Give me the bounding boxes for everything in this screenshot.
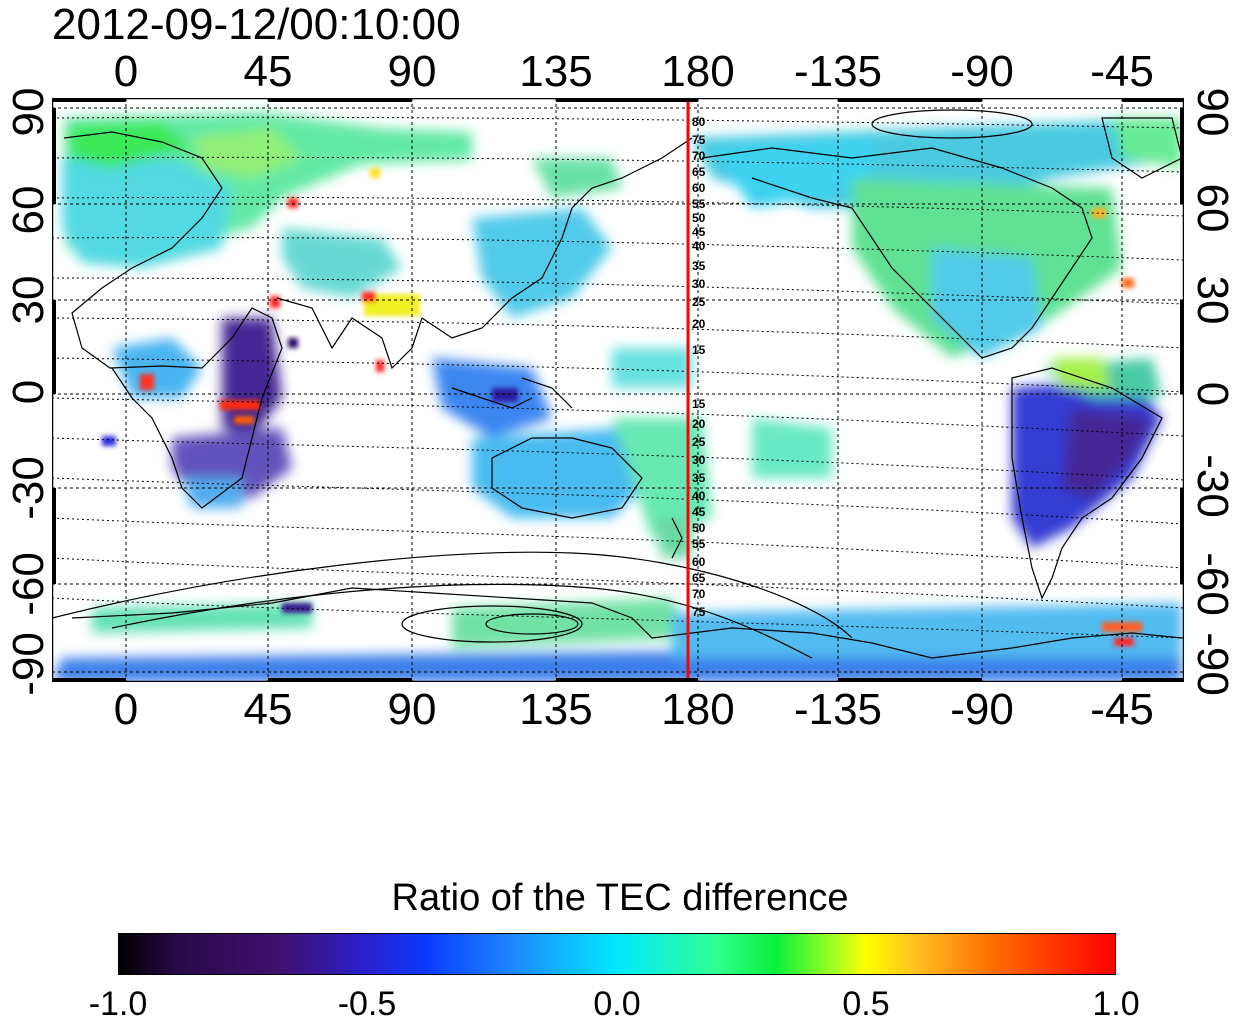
mlat-label: 40: [692, 489, 706, 503]
lon-tick-top: -135: [793, 47, 883, 96]
lon-tick-top: 45: [243, 47, 293, 96]
mlat-label: 20: [692, 417, 706, 431]
mlat-label: 75: [692, 605, 706, 619]
colorbar-tick: 1.0: [1092, 985, 1140, 1023]
mlat-label: 35: [692, 471, 706, 485]
tec-data-layer: [52, 112, 1182, 682]
colorbar-title: Ratio of the TEC difference: [391, 877, 849, 919]
lat-tick-left: -90: [4, 632, 53, 696]
lat-tick-right: 0: [1188, 381, 1237, 407]
mlat-label: 15: [692, 397, 706, 411]
mlat-label: 35: [692, 259, 706, 273]
lon-tick-bottom: -135: [793, 685, 883, 734]
lon-tick-top: 0: [113, 47, 139, 96]
lat-tick-right: -90: [1188, 632, 1237, 696]
lon-tick-bottom: -90: [950, 685, 1014, 734]
mlat-label: 45: [692, 505, 706, 519]
mlat-label: 55: [692, 537, 706, 551]
lat-tick-left: -60: [4, 552, 53, 616]
colorbar-tick: 0.5: [842, 985, 890, 1023]
mlat-label: 50: [692, 521, 706, 535]
mlat-label: 50: [692, 211, 706, 225]
lat-tick-right: 60: [1188, 183, 1237, 233]
mlat-label: 65: [692, 165, 706, 179]
mlat-label: 30: [692, 453, 706, 467]
mlat-label: 20: [692, 317, 706, 331]
lon-tick-bottom: 90: [387, 685, 437, 734]
lon-tick-top: 180: [661, 47, 735, 96]
mlat-label: 45: [692, 225, 706, 239]
colorbar: [118, 933, 1116, 975]
mlat-labels-north: 80 75 70 65 60 55 50 45 40 35 30 25 20 1…: [692, 115, 706, 357]
lat-tick-right: 30: [1188, 275, 1237, 325]
mlat-label: 55: [692, 197, 706, 211]
lon-tick-bottom: 0: [113, 685, 139, 734]
map-frame: [52, 98, 1184, 682]
mlat-label: 40: [692, 239, 706, 253]
lat-tick-left: 60: [4, 185, 53, 235]
mlat-label: 80: [692, 115, 706, 129]
mlat-label: 70: [692, 587, 706, 601]
mlat-label: 25: [692, 435, 706, 449]
coastlines: [52, 109, 1183, 659]
lat-tick-left: 0: [4, 379, 53, 405]
mlat-label: 70: [692, 149, 706, 163]
magnetic-latitude-contours: [52, 116, 1184, 639]
mlat-label: 30: [692, 277, 706, 291]
plot-title: 2012-09-12/00:10:00: [52, 0, 461, 49]
mlat-label: 25: [692, 295, 706, 309]
lat-tick-right: -60: [1188, 552, 1237, 616]
lat-tick-right: -30: [1188, 454, 1237, 518]
lon-tick-top: -45: [1090, 47, 1154, 96]
lat-tick-left: 90: [4, 87, 53, 137]
mlat-label: 15: [692, 343, 706, 357]
lon-tick-bottom: -45: [1090, 685, 1154, 734]
tec-map: 80 75 70 65 60 55 50 45 40 35 30 25 20 1…: [52, 98, 1184, 682]
mlat-label: 65: [692, 571, 706, 585]
mlat-label: 75: [692, 133, 706, 147]
lon-tick-top: 135: [519, 47, 593, 96]
mlat-label: 60: [692, 555, 706, 569]
lat-tick-right: 90: [1188, 87, 1237, 137]
colorbar-tick: -0.5: [337, 985, 397, 1023]
lon-tick-top: 90: [387, 47, 437, 96]
colorbar-tick: -1.0: [88, 985, 148, 1023]
lon-tick-bottom: 180: [661, 685, 735, 734]
lat-lon-grid: [52, 98, 1184, 682]
mlat-labels-south: 15 20 25 30 35 40 45 50 55 60 65 70 75: [692, 397, 706, 619]
colorbar-tick: 0.0: [593, 985, 641, 1023]
lat-tick-left: 30: [4, 275, 53, 325]
lon-tick-top: -90: [950, 47, 1014, 96]
lat-tick-left: -30: [4, 456, 53, 520]
lon-tick-bottom: 45: [243, 685, 293, 734]
mlat-label: 60: [692, 181, 706, 195]
lon-tick-bottom: 135: [519, 685, 593, 734]
